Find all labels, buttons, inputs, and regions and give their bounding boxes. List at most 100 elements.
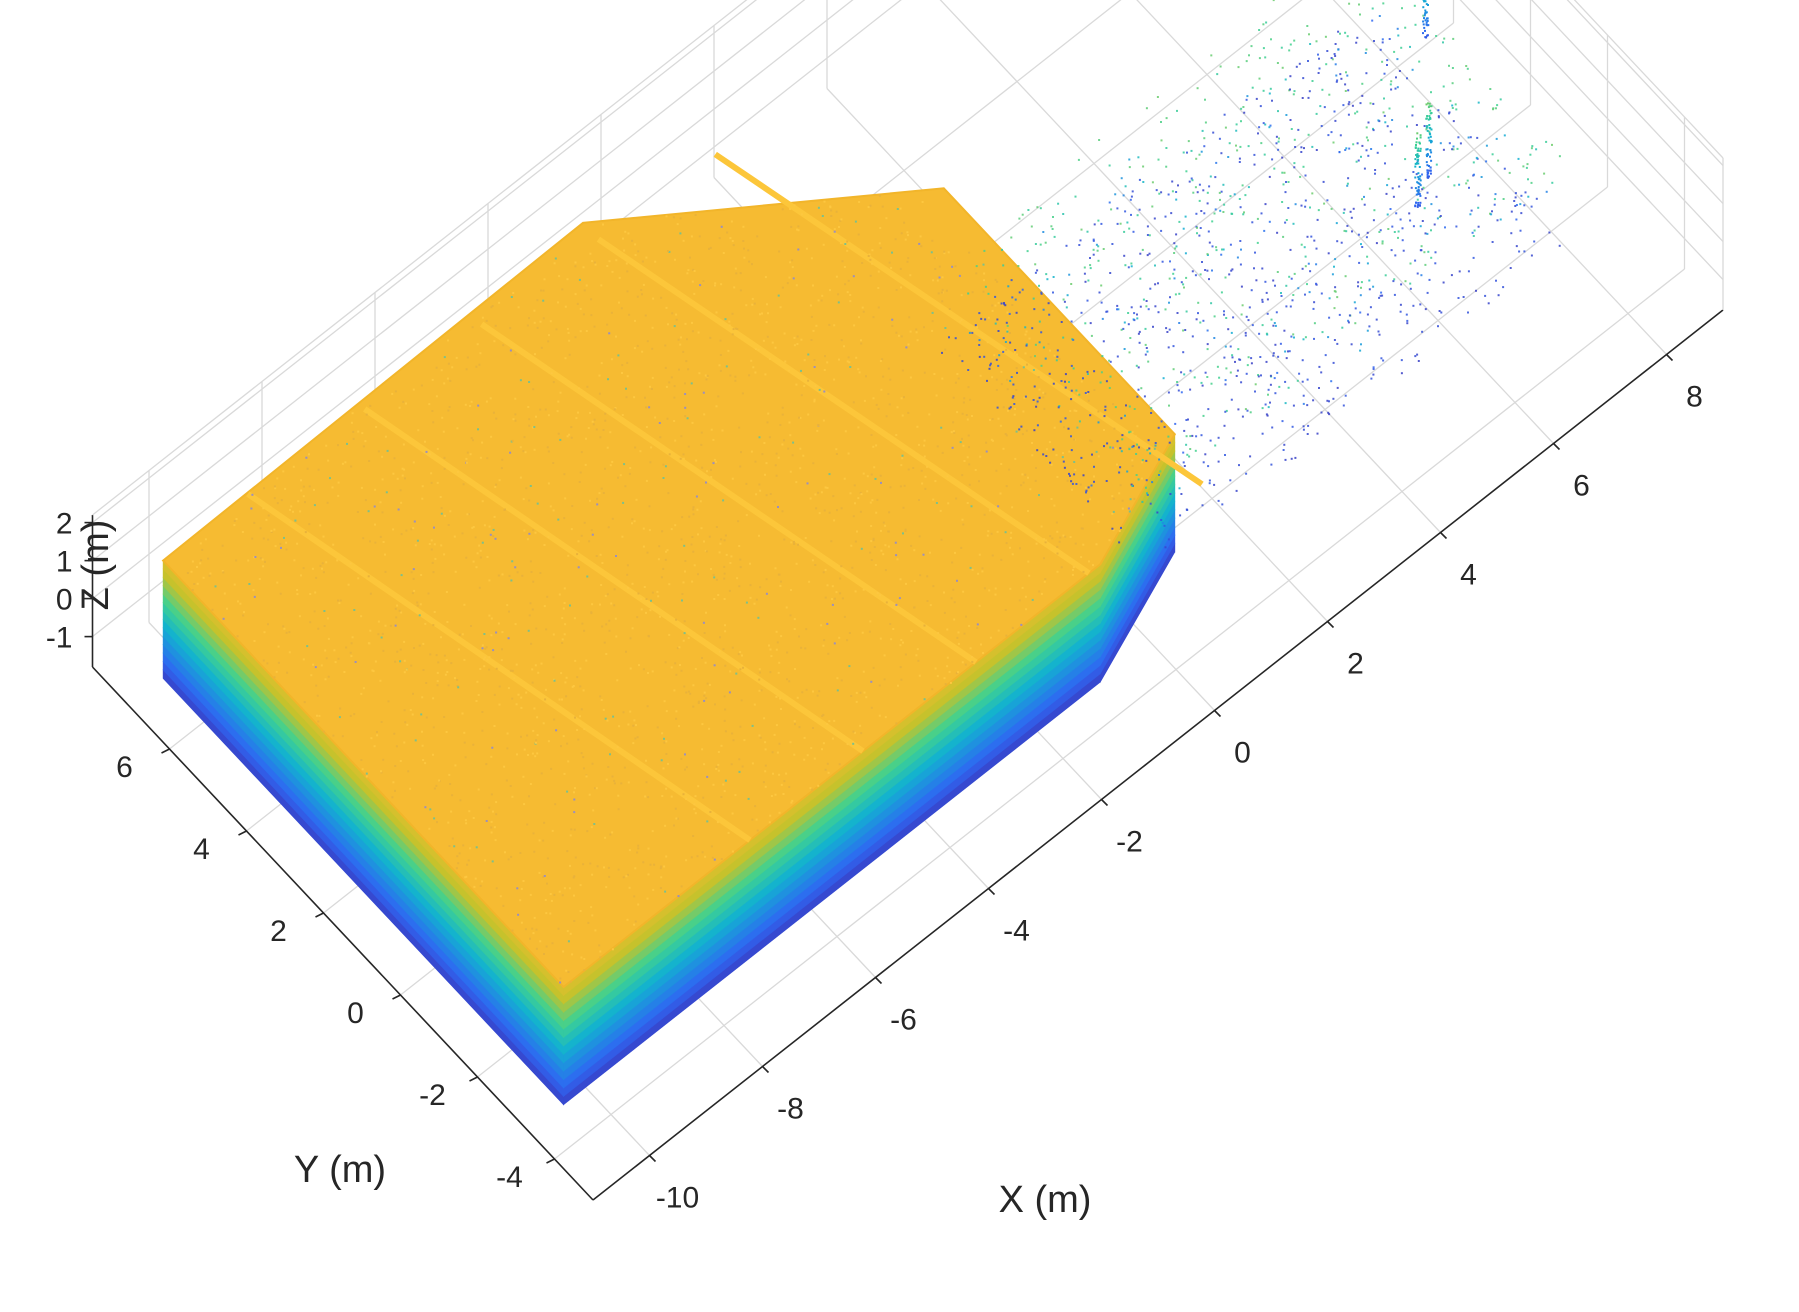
- roof-point: [403, 468, 406, 471]
- secondary-point: [1160, 191, 1163, 194]
- roof-point: [1060, 566, 1063, 569]
- secondary-point: [1377, 119, 1380, 122]
- roof-point: [432, 421, 435, 424]
- secondary-point: [1109, 375, 1112, 378]
- post-point: [1426, 20, 1429, 22]
- secondary-point: [1494, 193, 1497, 196]
- roof-point: [961, 474, 964, 477]
- secondary-point: [1070, 320, 1073, 323]
- roof-point: [586, 385, 589, 388]
- roof-point: [872, 316, 875, 319]
- post-point: [1415, 154, 1418, 156]
- roof-point: [303, 701, 306, 704]
- secondary-point: [1328, 413, 1331, 416]
- roof-point: [985, 450, 988, 453]
- roof-point: [498, 703, 501, 706]
- roof-point: [384, 553, 386, 556]
- secondary-point: [1339, 73, 1342, 76]
- roof-point: [552, 633, 555, 636]
- roof-point: [759, 489, 762, 492]
- roof-point: [627, 873, 629, 876]
- roof-point: [781, 208, 784, 211]
- roof-point: [472, 526, 475, 528]
- roof-point: [885, 601, 888, 604]
- secondary-point: [1198, 153, 1201, 156]
- roof-point: [661, 795, 664, 797]
- roof-point: [770, 655, 773, 658]
- secondary-point: [1148, 252, 1151, 255]
- roof-point: [727, 831, 730, 834]
- roof-point: [564, 497, 567, 500]
- roof-point: [820, 624, 823, 627]
- roof-point: [551, 829, 554, 832]
- secondary-point: [1244, 408, 1247, 411]
- roof-point: [888, 403, 891, 406]
- roof-point: [700, 431, 703, 434]
- roof-point: [1000, 370, 1003, 373]
- secondary-point: [1146, 234, 1149, 236]
- roof-point: [393, 457, 396, 460]
- roof-point: [948, 308, 951, 310]
- secondary-point: [1308, 90, 1311, 93]
- secondary-point: [1208, 241, 1211, 244]
- roof-point: [347, 583, 350, 586]
- secondary-point: [1227, 328, 1230, 331]
- secondary-point: [1183, 429, 1186, 432]
- roof-point: [941, 377, 944, 380]
- secondary-point: [1139, 277, 1142, 280]
- roof-point: [658, 422, 661, 424]
- roof-point: [465, 875, 468, 878]
- roof-point: [981, 570, 984, 573]
- roof-point: [789, 614, 792, 617]
- roof-point: [779, 697, 782, 700]
- roof-point: [1064, 535, 1067, 538]
- post-point: [1427, 118, 1430, 121]
- secondary-point: [1230, 269, 1233, 272]
- roof-point: [300, 489, 303, 492]
- roof-point: [583, 728, 586, 730]
- roof-point: [929, 551, 931, 554]
- secondary-point: [1442, 148, 1445, 151]
- roof-point: [779, 306, 782, 309]
- post-point: [1428, 115, 1431, 118]
- roof-point: [604, 419, 607, 422]
- secondary-point: [1330, 380, 1333, 383]
- roof-point: [626, 918, 629, 921]
- secondary-point: [1267, 393, 1269, 396]
- roof-point: [847, 279, 850, 282]
- secondary-point: [1510, 210, 1513, 213]
- secondary-point: [1289, 75, 1292, 78]
- roof-point: [422, 669, 425, 671]
- roof-point: [563, 602, 566, 604]
- roof-point: [360, 486, 363, 489]
- roof-point: [1023, 396, 1026, 399]
- secondary-point: [1279, 342, 1282, 345]
- roof-point: [789, 741, 792, 744]
- roof-point: [275, 670, 278, 673]
- post-point: [1426, 115, 1429, 117]
- secondary-point: [1183, 465, 1186, 467]
- roof-point: [394, 765, 397, 767]
- roof-point: [398, 406, 401, 409]
- roof-point: [611, 270, 614, 273]
- secondary-point: [1238, 464, 1240, 467]
- roof-point: [686, 272, 689, 275]
- roof-point: [595, 787, 598, 790]
- roof-point: [959, 441, 962, 444]
- roof-point: [899, 644, 902, 647]
- secondary-point: [1366, 231, 1369, 234]
- secondary-point: [1235, 129, 1238, 132]
- secondary-point: [1450, 274, 1453, 277]
- roof-point: [529, 783, 532, 785]
- secondary-point: [1307, 133, 1310, 136]
- secondary-point: [1365, 48, 1368, 51]
- roof-point: [749, 584, 752, 587]
- roof-point: [931, 329, 934, 332]
- secondary-point: [1239, 206, 1242, 209]
- roof-point: [631, 627, 634, 630]
- roof-point: [764, 741, 767, 744]
- roof-point: [805, 688, 808, 691]
- secondary-point: [1136, 443, 1138, 446]
- roof-point: [862, 588, 865, 591]
- roof-point: [519, 852, 522, 854]
